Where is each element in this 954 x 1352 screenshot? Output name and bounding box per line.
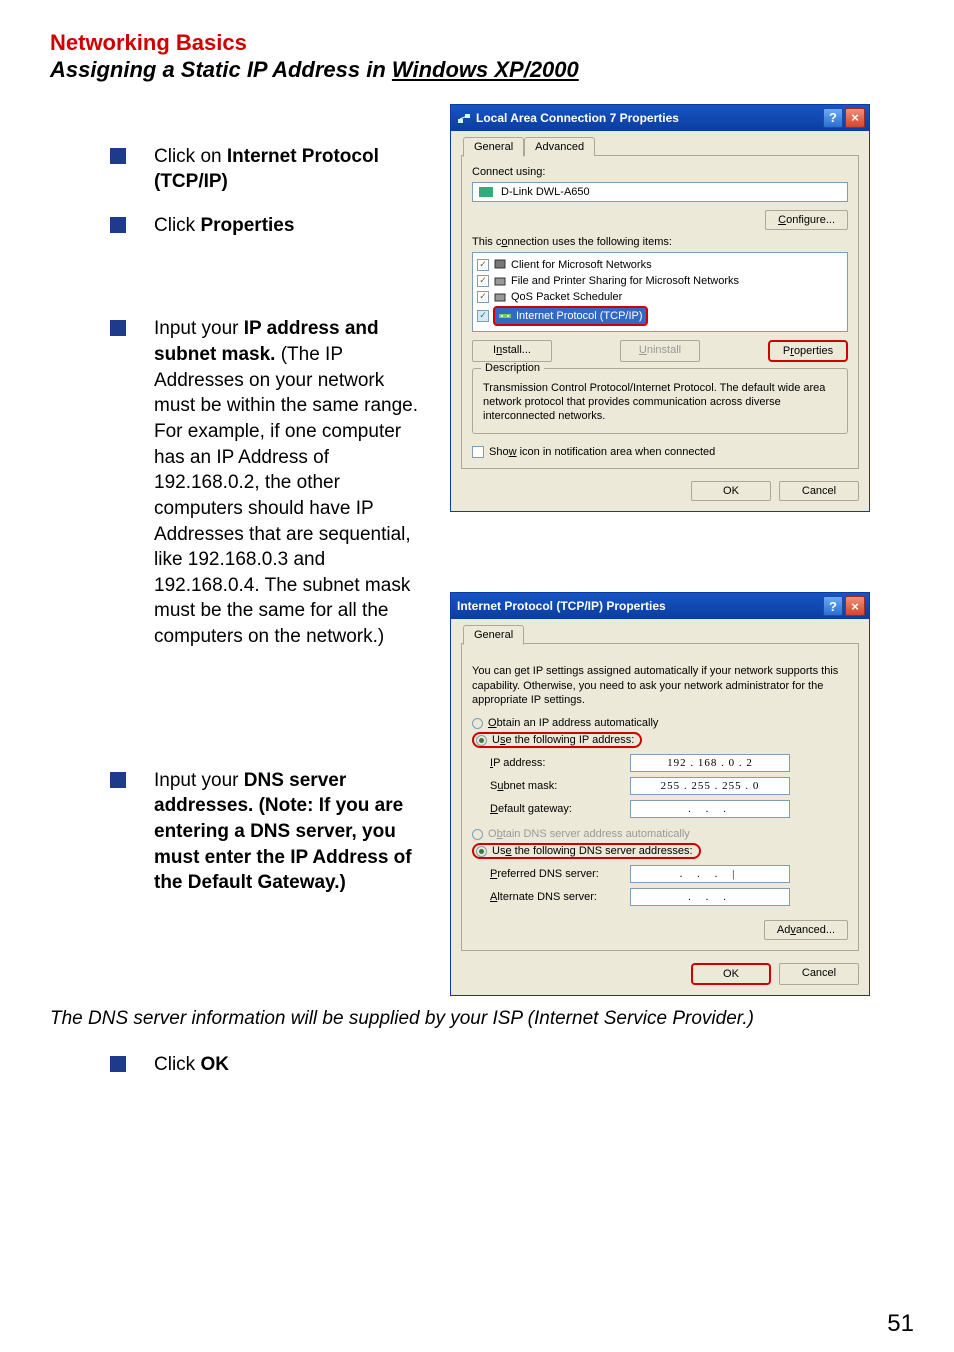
bullet-square-icon xyxy=(110,148,126,164)
nic-icon xyxy=(479,187,493,197)
properties-button[interactable]: Properties xyxy=(768,340,848,362)
show-icon-label: Show icon in notification area when conn… xyxy=(489,446,715,458)
preferred-dns-field[interactable]: . . . | xyxy=(630,865,790,883)
help-button[interactable]: ? xyxy=(823,108,843,128)
ip-address-field[interactable]: 192 . 168 . 0 . 2 xyxy=(630,754,790,772)
tab-general[interactable]: General xyxy=(463,137,524,157)
radio-icon[interactable] xyxy=(476,735,487,746)
install-button[interactable]: Install... xyxy=(472,340,552,362)
checkbox-icon[interactable]: ✓ xyxy=(477,275,489,287)
advanced-button[interactable]: Advanced... xyxy=(764,920,848,940)
tcpip-properties-dialog: Internet Protocol (TCP/IP) Properties ? … xyxy=(450,592,870,996)
radio-use-ip[interactable]: Use the following IP address: xyxy=(472,732,848,748)
radio-icon[interactable] xyxy=(476,846,487,857)
cancel-button[interactable]: Cancel xyxy=(779,963,859,985)
titlebar[interactable]: Internet Protocol (TCP/IP) Properties ? … xyxy=(451,593,869,619)
bullet-2: Click Properties xyxy=(50,213,430,239)
alternate-dns-field[interactable]: . . . xyxy=(630,888,790,906)
ok-button[interactable]: OK xyxy=(691,963,771,985)
bullet-3: Input your IP address and subnet mask. (… xyxy=(50,316,430,649)
radio-obtain-ip[interactable]: Obtain an IP address automatically xyxy=(472,717,848,729)
ok-button[interactable]: OK xyxy=(691,481,771,501)
radio-icon[interactable] xyxy=(472,718,483,729)
bullet-square-icon xyxy=(110,1056,126,1072)
subnet-mask-label: Subnet mask: xyxy=(490,780,630,792)
client-icon xyxy=(493,258,507,272)
checkbox-icon[interactable]: ✓ xyxy=(477,259,489,271)
dialog-title: Internet Protocol (TCP/IP) Properties xyxy=(457,599,821,613)
service-icon xyxy=(493,290,507,304)
items-listbox[interactable]: ✓ Client for Microsoft Networks ✓ File a… xyxy=(472,252,848,332)
heading-title: Networking Basics xyxy=(50,30,914,56)
subnet-mask-field[interactable]: 255 . 255 . 255 . 0 xyxy=(630,777,790,795)
tab-general[interactable]: General xyxy=(463,625,524,645)
bullet-square-icon xyxy=(110,320,126,336)
uninstall-button[interactable]: Uninstall xyxy=(620,340,700,362)
info-text: You can get IP settings assigned automat… xyxy=(472,664,848,707)
bullet-square-icon xyxy=(110,772,126,788)
bullet-1: Click on Internet Protocol (TCP/IP) xyxy=(50,144,430,195)
configure-button[interactable]: Configure... xyxy=(765,210,848,230)
heading-subtitle: Assigning a Static IP Address in Windows… xyxy=(50,56,914,84)
checkbox-icon[interactable]: ✓ xyxy=(477,291,489,303)
dialog-title: Local Area Connection 7 Properties xyxy=(476,111,821,125)
protocol-icon xyxy=(498,309,512,323)
radio-use-dns[interactable]: Use the following DNS server addresses: xyxy=(472,843,848,859)
default-gateway-label: Default gateway: xyxy=(490,803,630,815)
checkbox-icon[interactable]: ✓ xyxy=(472,446,484,458)
description-text: Transmission Control Protocol/Internet P… xyxy=(483,381,837,424)
list-item[interactable]: ✓ QoS Packet Scheduler xyxy=(477,289,843,305)
adapter-field: D-Link DWL-A650 xyxy=(472,182,848,202)
bullet-5: Click OK xyxy=(50,1052,914,1078)
ip-address-label: IP address: xyxy=(490,757,630,769)
network-icon xyxy=(457,111,471,125)
list-item-tcpip[interactable]: ✓ Internet Protocol (TCP/IP) xyxy=(477,305,843,327)
page-number: 51 xyxy=(887,1310,914,1338)
bullet-square-icon xyxy=(110,217,126,233)
lan-properties-dialog: Local Area Connection 7 Properties ? × G… xyxy=(450,104,870,513)
items-label: This connection uses the following items… xyxy=(472,236,848,248)
alternate-dns-label: Alternate DNS server: xyxy=(490,891,630,903)
help-button[interactable]: ? xyxy=(823,596,843,616)
close-button[interactable]: × xyxy=(845,596,865,616)
list-item[interactable]: ✓ File and Printer Sharing for Microsoft… xyxy=(477,273,843,289)
cancel-button[interactable]: Cancel xyxy=(779,481,859,501)
connect-using-label: Connect using: xyxy=(472,166,848,178)
checkbox-icon[interactable]: ✓ xyxy=(477,310,489,322)
radio-obtain-dns: Obtain DNS server address automatically xyxy=(472,828,848,840)
close-button[interactable]: × xyxy=(845,108,865,128)
default-gateway-field[interactable]: . . . xyxy=(630,800,790,818)
titlebar[interactable]: Local Area Connection 7 Properties ? × xyxy=(451,105,869,131)
service-icon xyxy=(493,274,507,288)
tab-advanced[interactable]: Advanced xyxy=(524,137,595,156)
preferred-dns-label: Preferred DNS server: xyxy=(490,868,630,880)
radio-icon xyxy=(472,829,483,840)
description-legend: Description xyxy=(481,362,544,374)
isp-note: The DNS server information will be suppl… xyxy=(50,1006,914,1032)
list-item[interactable]: ✓ Client for Microsoft Networks xyxy=(477,257,843,273)
bullet-4: Input your DNS server addresses. (Note: … xyxy=(50,768,430,896)
